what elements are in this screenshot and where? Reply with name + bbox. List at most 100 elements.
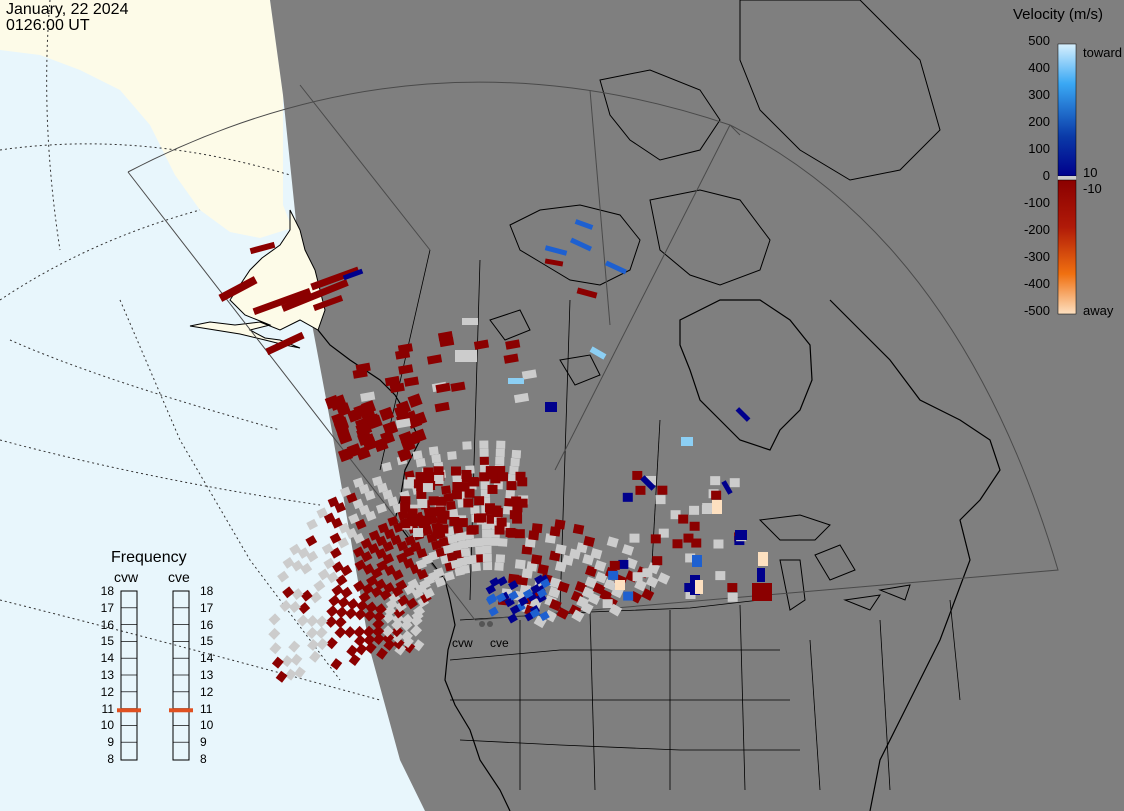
velocity-cell [498, 538, 508, 547]
velocity-cell [377, 482, 389, 493]
velocity-cell [331, 517, 343, 529]
velocity-cell [464, 488, 475, 498]
velocity-cell [487, 484, 498, 494]
velocity-cell [326, 605, 339, 618]
velocity-cell [281, 655, 294, 668]
velocity-cell [426, 354, 443, 365]
velocity-cell [459, 482, 470, 492]
velocity-cell [331, 584, 344, 597]
velocity-cell [407, 578, 420, 590]
coastline-east [829, 299, 1001, 811]
velocity-cell [587, 592, 601, 606]
velocity-cell [438, 524, 449, 534]
velocity-cell [485, 584, 497, 595]
velocity-cell [658, 528, 669, 538]
velocity-cell [455, 532, 466, 542]
velocity-cell [652, 556, 663, 566]
velocity-cell [486, 593, 498, 604]
velocity-cell [423, 467, 434, 477]
legend-tick-label: 500 [1028, 33, 1050, 48]
velocity-cell [298, 602, 311, 615]
velocity-cell [556, 607, 570, 620]
velocity-cell [474, 496, 485, 506]
legend-tick-label: -200 [1023, 222, 1050, 237]
velocity-cell [252, 287, 312, 316]
velocity-cell [352, 546, 365, 558]
velocity-cell [574, 219, 594, 230]
velocity-cell [358, 504, 371, 516]
legend-tick-label: -300 [1023, 249, 1050, 264]
velocity-cell [346, 492, 358, 504]
velocity-cell [482, 537, 492, 546]
velocity-cell [689, 505, 700, 515]
velocity-cell [492, 508, 503, 518]
velocity-cell [381, 625, 394, 638]
velocity-cell [462, 441, 472, 450]
velocity-cell [484, 503, 495, 513]
velocity-cell [678, 514, 689, 524]
velocity-cell [449, 516, 460, 526]
frequency-scale-label: 15 [200, 634, 214, 649]
legend-toward-label: toward [1083, 45, 1123, 60]
velocity-cell [672, 539, 683, 549]
velocity-cell [365, 510, 377, 522]
velocity-cell [436, 496, 447, 506]
velocity-cell [415, 472, 426, 482]
velocity-cell [364, 490, 376, 501]
radar-label-cve: cve [490, 636, 509, 650]
frequency-scale-label: 13 [200, 668, 214, 682]
velocity-cell [403, 546, 415, 558]
velocity-cell [530, 554, 543, 565]
velocity-cell [635, 485, 646, 495]
velocity-cell [275, 670, 288, 683]
velocity-cell [411, 428, 427, 444]
velocity-cell [420, 515, 431, 525]
legend-tick-label: 200 [1028, 114, 1050, 129]
velocity-cell [471, 562, 481, 572]
velocity-cell [383, 420, 399, 436]
velocity-cell [580, 601, 594, 615]
velocity-cell [415, 458, 426, 468]
velocity-cell [480, 480, 490, 490]
velocity-cell [511, 496, 522, 506]
velocity-cell [371, 475, 383, 487]
velocity-cell [457, 518, 468, 528]
velocity-cell [450, 542, 461, 552]
legend-tick-label: 400 [1028, 60, 1050, 75]
velocity-cell [268, 613, 281, 626]
velocity-cell [711, 490, 722, 500]
velocity-cell [387, 496, 399, 507]
velocity-cell [394, 643, 407, 656]
velocity-cell [218, 276, 258, 302]
velocity-cell [758, 552, 768, 566]
velocity-cell [382, 553, 395, 565]
velocity-cell [281, 279, 349, 312]
radar-label-cvw: cvw [452, 636, 473, 650]
date-label: January, 22 2024 [6, 1, 129, 18]
frequency-scale-label: 8 [200, 752, 207, 766]
velocity-cell [729, 478, 740, 488]
velocity-cell [400, 509, 411, 519]
velocity-cell [400, 519, 411, 529]
velocity-cell [282, 557, 295, 569]
velocity-cell [413, 528, 424, 538]
frequency-scale-label: 10 [100, 718, 114, 733]
velocity-cell [695, 580, 703, 594]
velocity-cell [462, 318, 478, 325]
velocity-cell [455, 350, 477, 362]
velocity-cell [445, 501, 456, 511]
velocity-cell [300, 562, 313, 575]
velocity-cell [265, 331, 305, 356]
velocity-cell [367, 543, 380, 555]
velocity-cell [441, 485, 452, 495]
velocity-cell [310, 266, 360, 291]
velocity-cell [590, 548, 603, 560]
velocity-cell [544, 533, 557, 544]
velocity-cell [365, 413, 381, 428]
velocity-cell [621, 544, 635, 556]
velocity-cell [512, 503, 523, 513]
velocity-cell [432, 524, 443, 534]
velocity-cell [692, 555, 702, 567]
